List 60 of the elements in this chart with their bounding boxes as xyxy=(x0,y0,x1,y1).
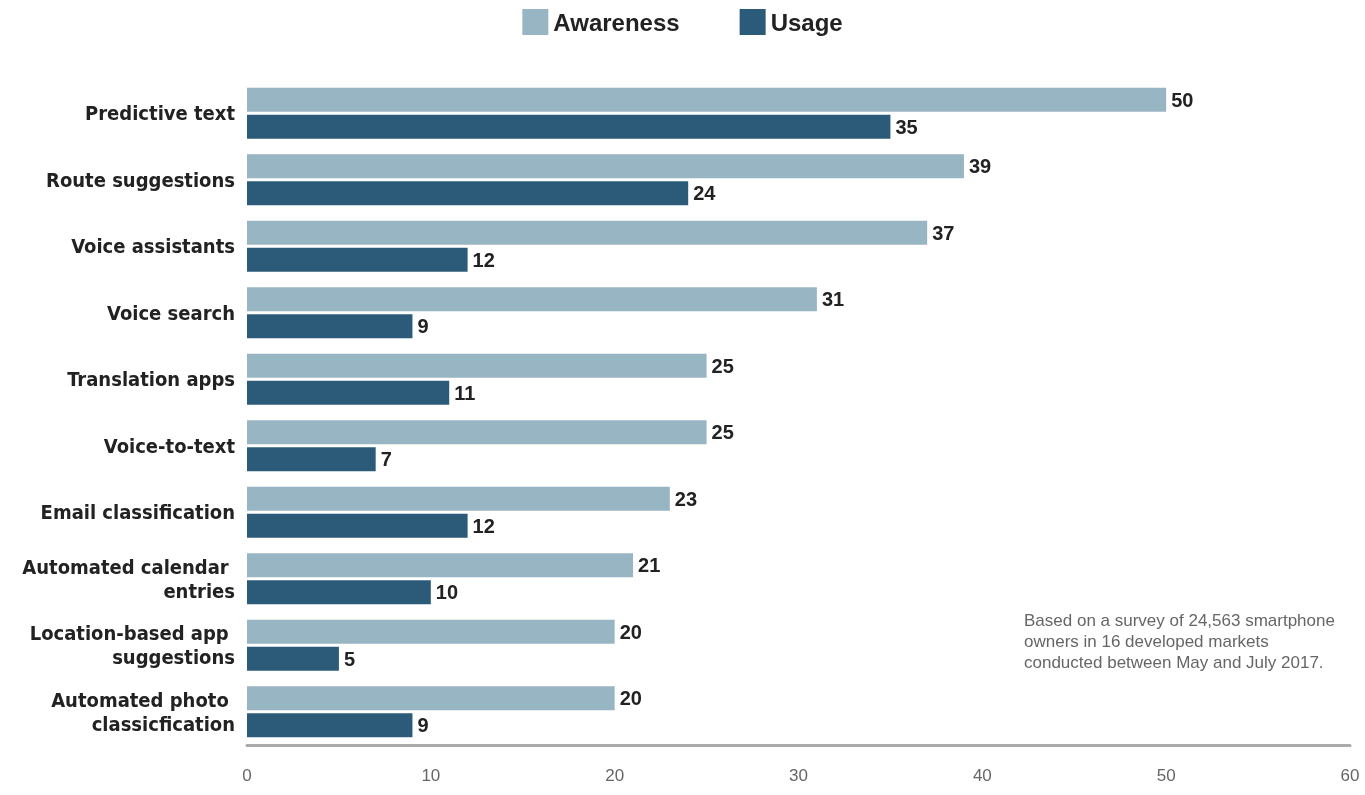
bar xyxy=(247,513,468,538)
bar xyxy=(247,247,468,272)
data-label: 11 xyxy=(454,381,476,404)
bar xyxy=(247,154,964,179)
x-tick-label: 20 xyxy=(605,766,625,785)
y-tick-label: Voice assistants xyxy=(71,234,235,259)
bar xyxy=(247,181,689,206)
bar xyxy=(247,114,891,139)
legend-label: Usage xyxy=(770,8,843,36)
x-tick-label: 60 xyxy=(1340,766,1360,785)
bar xyxy=(247,287,817,312)
x-tick-label: 0 xyxy=(242,766,252,785)
data-label: 24 xyxy=(693,182,717,205)
data-label: 39 xyxy=(968,155,992,178)
data-label: 35 xyxy=(895,115,918,138)
bar xyxy=(247,486,670,511)
data-label: 25 xyxy=(711,421,734,444)
y-tick-label: Location-based app suggestions xyxy=(29,621,235,670)
y-tick-label: Route suggestions xyxy=(46,167,235,192)
y-tick-label: Voice-to-text xyxy=(103,433,236,458)
data-label: 25 xyxy=(711,354,734,377)
data-label: 12 xyxy=(472,248,495,271)
data-label: 9 xyxy=(417,315,429,338)
legend-label: Awareness xyxy=(553,8,680,36)
x-tick-label: 30 xyxy=(789,766,808,785)
data-label: 23 xyxy=(674,487,698,510)
annotation: Based on a survey of 24,563 smartphone owners in 16 developed markets conducted between May and July 2017. xyxy=(1024,610,1336,673)
bar xyxy=(247,353,707,378)
bar xyxy=(247,619,615,644)
bar xyxy=(247,447,376,472)
x-tick-label: 40 xyxy=(972,766,992,785)
bar xyxy=(247,646,339,671)
y-tick-label: Automated calendar entries xyxy=(22,554,235,603)
data-label: 21 xyxy=(638,554,661,577)
bar xyxy=(247,314,413,339)
x-tick-label: 10 xyxy=(421,766,441,785)
data-label: 20 xyxy=(619,687,642,710)
bar xyxy=(247,713,413,738)
data-label: 50 xyxy=(1171,88,1194,111)
y-tick-label: Predictive text xyxy=(85,101,236,126)
x-tick-label: 50 xyxy=(1156,766,1176,785)
bar xyxy=(247,580,431,605)
y-tick-label: Automated photo classicfication xyxy=(51,687,235,736)
y-tick-label: Translation apps xyxy=(67,367,235,392)
data-label: 12 xyxy=(472,514,495,537)
data-label: 10 xyxy=(435,581,459,604)
y-tick-label: Email classification xyxy=(40,500,235,525)
data-label: 9 xyxy=(417,714,429,737)
data-label: 37 xyxy=(932,221,955,244)
bar xyxy=(247,420,707,445)
bar xyxy=(247,380,450,405)
data-label: 5 xyxy=(343,647,356,670)
bar xyxy=(247,87,1167,112)
bar xyxy=(247,553,634,578)
bar xyxy=(247,220,928,245)
data-label: 31 xyxy=(821,288,845,311)
data-label: 7 xyxy=(380,448,392,471)
y-tick-label: Voice search xyxy=(107,300,235,325)
data-label: 20 xyxy=(619,620,642,643)
bar xyxy=(247,686,615,711)
